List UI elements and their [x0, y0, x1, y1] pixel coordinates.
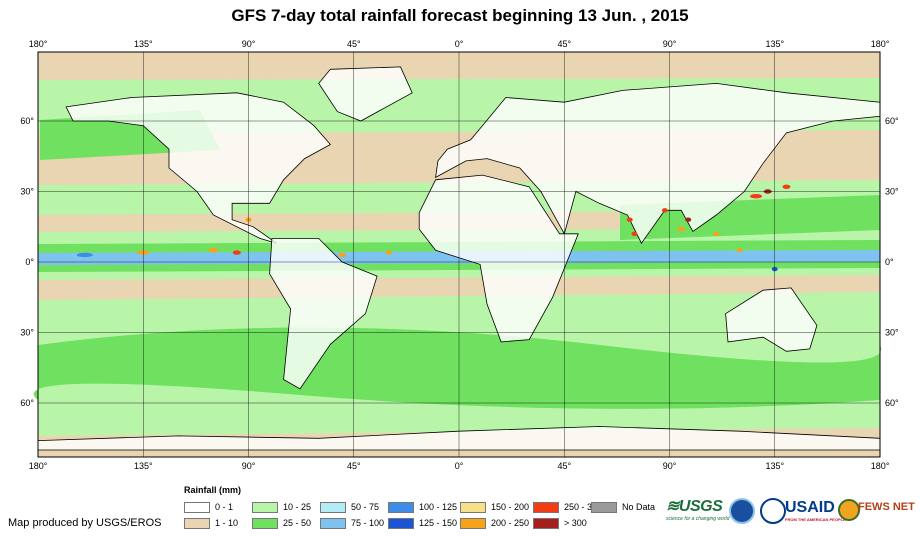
legend-item: 125 - 150: [388, 517, 457, 529]
legend-swatch: [184, 501, 210, 513]
heavy-rain-cells: [76, 184, 791, 272]
noaa-logo: [729, 498, 755, 524]
legend-label: 50 - 75: [351, 502, 380, 512]
legend-item: 150 - 200: [460, 501, 529, 513]
heavy-rain-cell: [76, 252, 93, 258]
longitude-label: 180°: [871, 39, 890, 49]
legend-item: 10 - 25: [252, 501, 311, 513]
heavy-rain-cell: [631, 231, 638, 236]
fews-logo: FEWS NET: [858, 501, 915, 513]
heavy-rain-cell: [385, 250, 392, 255]
longitude-label: 45°: [557, 39, 571, 49]
usaid-seal: [760, 498, 786, 524]
legend-item: 250 - 300: [533, 501, 602, 513]
latitude-label: 60°: [20, 398, 34, 408]
heavy-rain-cell: [736, 248, 743, 253]
legend-label: > 300: [564, 518, 587, 528]
longitude-label: 90°: [663, 39, 677, 49]
longitude-label: 90°: [242, 461, 256, 471]
legend-swatch: [460, 501, 486, 513]
longitude-label: 180°: [871, 461, 890, 471]
latitude-label: 0°: [25, 257, 34, 267]
longitude-label: 180°: [29, 461, 48, 471]
legend-label: 75 - 100: [351, 518, 385, 528]
landmass-australia: [725, 287, 818, 352]
latitude-label: 0°: [885, 257, 894, 267]
graticule: [37, 52, 881, 457]
latitude-label: 30°: [20, 328, 34, 338]
heavy-rain-cell: [232, 250, 241, 255]
legend-swatch: [320, 501, 346, 513]
legend-swatch: [184, 517, 210, 529]
legend-swatch: [388, 517, 414, 529]
legend-label: 0 - 1: [215, 502, 234, 512]
map-title: GFS 7-day total rainfall forecast beginn…: [231, 6, 689, 25]
map-frame: [37, 51, 881, 458]
longitude-label: 135°: [134, 39, 153, 49]
legend-swatch: [388, 501, 414, 513]
heavy-rain-cell: [626, 217, 633, 222]
legend-swatch: [252, 517, 278, 529]
heavy-rain-cell: [685, 217, 692, 222]
axis-labels: 180° 180° 135° 135° 90° 90° 45° 45° 0° 0° 45° 45° 90…: [20, 39, 899, 471]
fews-globe-icon: [838, 499, 860, 521]
legend-item: > 300: [533, 517, 587, 529]
legend-swatch: [533, 517, 559, 529]
latitude-label: 30°: [20, 187, 34, 197]
longitude-label: 45°: [347, 461, 361, 471]
legend-swatch: [591, 501, 617, 513]
legend-item: 25 - 50: [252, 517, 311, 529]
legend-item: 1 - 10: [184, 517, 238, 529]
legend-label: No Data: [622, 502, 656, 512]
credit-text: Map produced by USGS/EROS: [8, 517, 162, 529]
legend-label: 200 - 250: [491, 518, 530, 528]
latitude-label: 60°: [885, 116, 899, 126]
longitude-label: 90°: [663, 461, 677, 471]
legend-item: 50 - 75: [320, 501, 379, 513]
legend-label: 250 - 300: [564, 502, 603, 512]
latitude-label: 60°: [20, 116, 34, 126]
legend-label: 25 - 50: [283, 518, 312, 528]
heavy-rain-cell: [750, 194, 763, 199]
longitude-label: 90°: [242, 39, 256, 49]
legend-item: No Data: [591, 501, 655, 513]
usaid-logo: USAID FROM THE AMERICAN PEOPLE: [785, 499, 846, 522]
latitude-label: 30°: [885, 187, 899, 197]
legend-label: 10 - 25: [283, 502, 312, 512]
legend-item: 75 - 100: [320, 517, 384, 529]
longitude-label: 135°: [134, 461, 153, 471]
heavy-rain-cell: [713, 231, 720, 236]
longitude-label: 135°: [765, 39, 784, 49]
heavy-rain-cell: [782, 184, 791, 189]
legend-swatch: [320, 517, 346, 529]
longitude-label: 0°: [455, 461, 464, 471]
legend-swatch: [252, 501, 278, 513]
legend-label: 150 - 200: [491, 502, 530, 512]
legend-label: 1 - 10: [215, 518, 239, 528]
usgs-logo: ≋USGS science for a changing world: [666, 498, 730, 522]
legend-swatch: [460, 517, 486, 529]
heavy-rain-cell: [677, 226, 686, 232]
legend-label: 100 - 125: [419, 502, 458, 512]
legend-item: 100 - 125: [388, 501, 457, 513]
legend-item: 200 - 250: [460, 517, 529, 529]
longitude-label: 180°: [29, 39, 48, 49]
landmass-south-america: [269, 238, 378, 390]
landmass-eurasia: [435, 82, 881, 244]
longitude-label: 0°: [455, 39, 464, 49]
legend-item: 0 - 1: [184, 501, 233, 513]
latitude-label: 30°: [885, 328, 899, 338]
longitude-label: 135°: [765, 461, 784, 471]
heavy-rain-cell: [338, 252, 347, 258]
longitude-label: 45°: [347, 39, 361, 49]
legend-swatch: [533, 501, 559, 513]
heavy-rain-cell: [208, 248, 219, 253]
longitude-label: 45°: [557, 461, 571, 471]
latitude-label: 60°: [885, 398, 899, 408]
landmass-north-america: [65, 92, 332, 244]
legend-title: Rainfall (mm): [184, 485, 242, 495]
heavy-rain-cell: [661, 208, 668, 213]
legend-label: 125 - 150: [419, 518, 458, 528]
